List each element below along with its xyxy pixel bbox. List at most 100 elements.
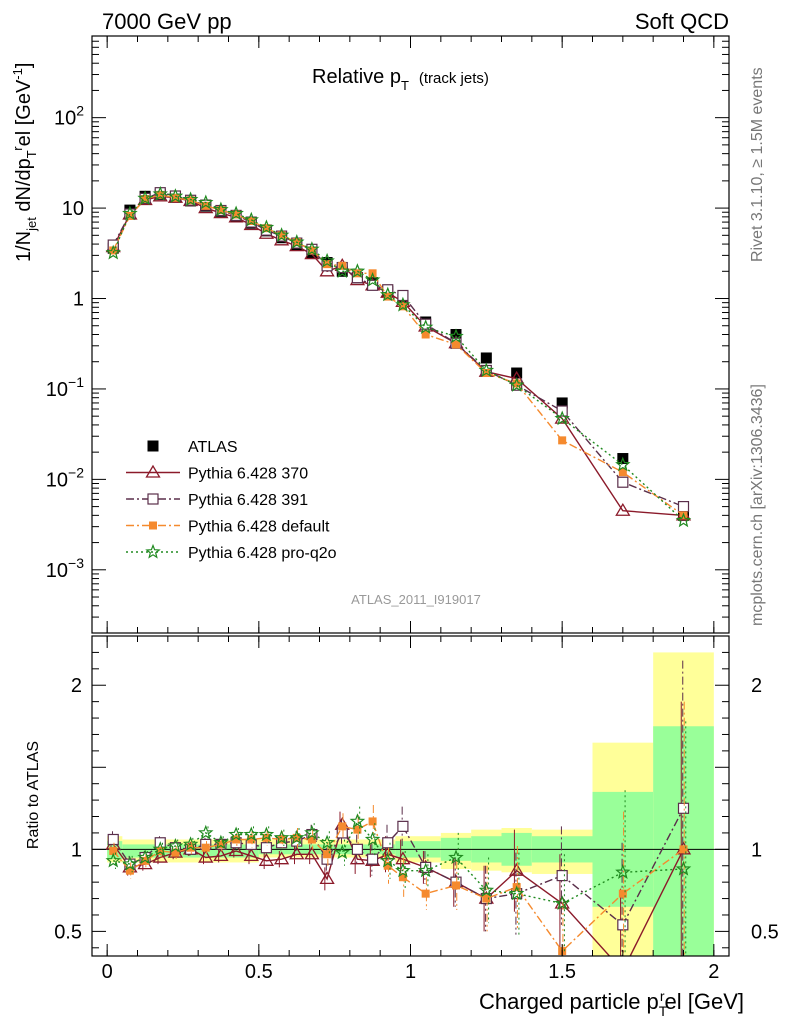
ratio-point [273, 829, 290, 845]
data-point [617, 476, 629, 488]
main-y-tick-label: 10 [62, 198, 84, 220]
ratio-point [380, 852, 396, 868]
data-point [247, 216, 256, 225]
data-point [228, 205, 244, 221]
data-point [554, 410, 570, 424]
ratio-point [482, 894, 491, 903]
data-point [304, 241, 320, 256]
ratio-point [417, 862, 434, 878]
ratio-point [448, 849, 464, 865]
data-point [478, 362, 495, 378]
legend-label: ATLAS [188, 439, 238, 456]
ratio-point [323, 850, 332, 859]
ratio-y-axis-label: Ratio to ATLAS [25, 741, 42, 849]
ratio-point [395, 862, 411, 878]
x-tick-label: 0.5 [245, 961, 273, 983]
ratio-point [213, 834, 229, 850]
series-4 [105, 185, 692, 528]
ratio-point [677, 802, 690, 814]
ratio-point [304, 824, 320, 840]
ratio-point [554, 895, 570, 911]
ratio-point [397, 820, 409, 832]
data-point [243, 211, 259, 227]
ratio-point [319, 871, 335, 885]
data-point [395, 296, 411, 312]
ratio-line [112, 807, 685, 926]
ratio-point [478, 882, 495, 897]
ratio-point [616, 964, 629, 975]
main-y-tick-label: 10−1 [46, 374, 84, 401]
ratio-point [273, 851, 290, 865]
data-point [480, 352, 492, 364]
series-line [112, 194, 684, 516]
ratio-point [198, 824, 214, 840]
ratio-point [509, 862, 525, 876]
ratio-point [366, 853, 379, 865]
x-tick-label: 1 [405, 961, 416, 983]
ratio-point [319, 834, 335, 850]
data-point [216, 206, 225, 215]
ratio-point [289, 846, 305, 860]
rivet-version-label: Rivet 3.1.10, ≥ 1.5M events [749, 67, 766, 262]
data-point [558, 436, 567, 445]
main-y-tick-label: 10−3 [46, 555, 84, 582]
ratio-point [247, 835, 256, 844]
header-right: Soft QCD [635, 9, 729, 34]
header-left: 7000 GeV pp [102, 9, 232, 34]
ratio-point [307, 835, 316, 844]
main-y-tick-label: 1 [73, 289, 84, 311]
legend-marker [145, 543, 161, 559]
ratio-point [171, 848, 180, 857]
data-point [383, 292, 392, 301]
data-point [675, 512, 692, 528]
main-panel-data [105, 185, 692, 528]
legend-marker [147, 493, 159, 505]
analysis-label: ATLAS_2011_I919017 [351, 592, 481, 607]
data-point [198, 194, 214, 210]
data-point [213, 201, 229, 217]
ratio-point [198, 849, 214, 863]
data-point [277, 231, 286, 240]
main-y-axis-label: 1/Njet dN/dpTrel [GeV-1] [10, 63, 39, 262]
data-point [289, 234, 305, 249]
legend-label: Pythia 6.428 pro-q2o [188, 545, 337, 562]
ratio-band-inner [653, 726, 714, 956]
x-tick-label: 1.5 [548, 961, 576, 983]
data-point [258, 219, 275, 235]
main-y-tick-label: 10−2 [46, 464, 84, 491]
data-point [452, 340, 460, 349]
data-point [450, 329, 462, 340]
ratio-point [213, 848, 229, 862]
ratio-point [258, 826, 275, 842]
ratio-point [201, 843, 210, 852]
legend-marker [145, 464, 161, 478]
ratio-line [112, 820, 684, 953]
legend-marker [147, 440, 159, 452]
ratio-point [289, 829, 305, 845]
data-point [421, 330, 430, 339]
data-point [182, 191, 199, 207]
series-line [112, 193, 684, 522]
ratio-y-tick-label-left: 0.5 [54, 921, 82, 943]
data-point [512, 379, 521, 388]
ratio-point [508, 885, 525, 901]
main-axis-ticks: 102 10 1 10−1 10−2 10−3 [46, 35, 729, 634]
ratio-point [615, 864, 631, 879]
data-point [137, 190, 153, 206]
ratio-point [156, 846, 165, 855]
data-point [262, 224, 271, 233]
ratio-point [105, 852, 121, 868]
ratio-y-tick-label-left: 2 [71, 675, 82, 697]
data-point [397, 289, 409, 302]
legend-label: Pythia 6.428 391 [188, 492, 308, 509]
legend-marker [149, 521, 157, 530]
ratio-point [380, 846, 396, 860]
data-point [448, 328, 464, 344]
ratio-point [243, 848, 259, 862]
ratio-point [679, 845, 688, 854]
data-point [618, 468, 627, 477]
ratio-point [351, 843, 364, 855]
data-point [319, 252, 335, 268]
data-point [556, 397, 568, 409]
ratio-point [107, 833, 119, 846]
